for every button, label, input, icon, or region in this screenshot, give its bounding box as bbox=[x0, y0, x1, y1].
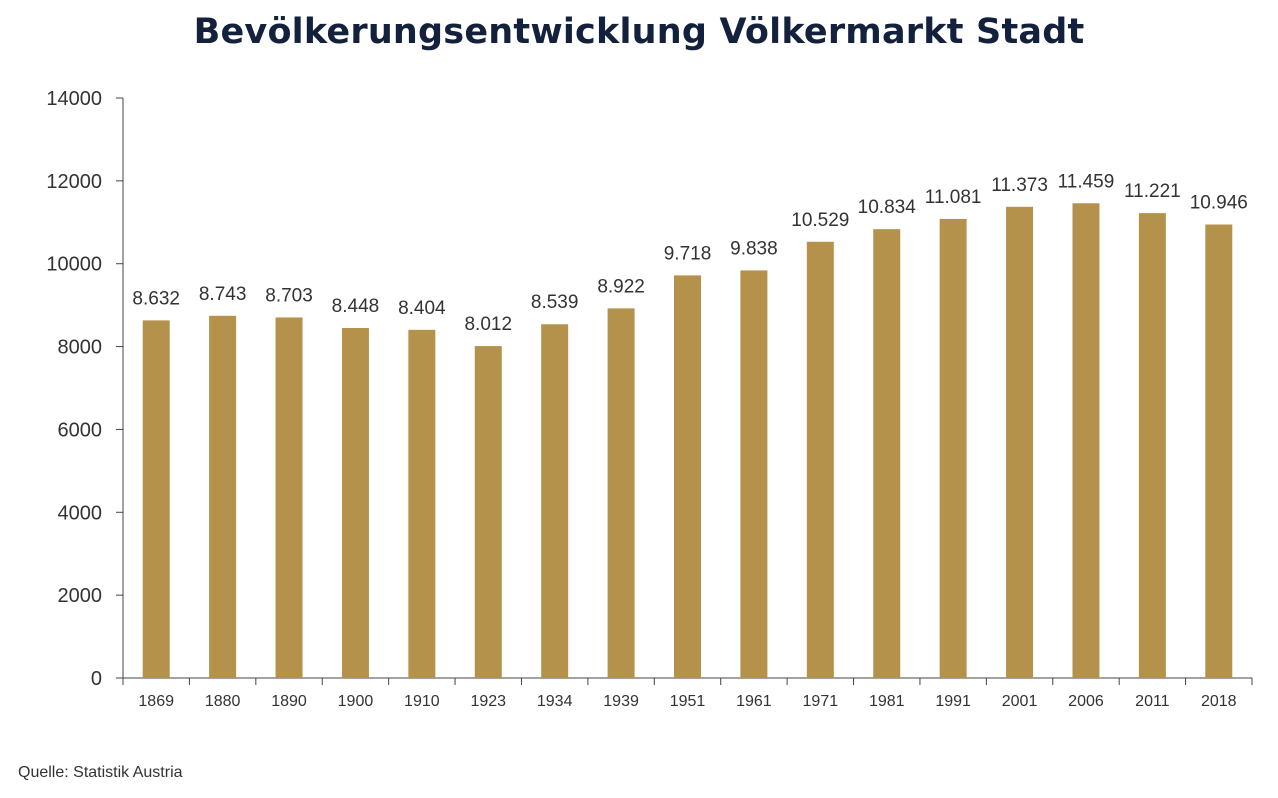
x-tick-label-1981: 1981 bbox=[869, 693, 905, 710]
y-tick-label: 8000 bbox=[58, 337, 103, 359]
x-tick-label-2011: 2011 bbox=[1135, 693, 1170, 710]
y-tick-label: 12000 bbox=[46, 171, 102, 193]
x-tick-label-2006: 2006 bbox=[1068, 693, 1104, 710]
data-label-1923: 8.012 bbox=[464, 314, 512, 335]
data-label-1939: 8.922 bbox=[597, 276, 645, 297]
x-tick-label-1934: 1934 bbox=[537, 693, 573, 710]
data-label-1991: 11.081 bbox=[925, 187, 982, 208]
x-tick-label-1910: 1910 bbox=[404, 693, 440, 710]
x-tick-label-1880: 1880 bbox=[205, 693, 241, 710]
x-tick-label-1991: 1991 bbox=[935, 693, 971, 710]
data-label-1971: 10.529 bbox=[791, 210, 849, 231]
bar-2006 bbox=[1072, 203, 1100, 678]
data-label-1869: 8.632 bbox=[132, 288, 180, 309]
y-tick-label: 0 bbox=[91, 668, 102, 690]
bar-1971 bbox=[806, 241, 834, 678]
x-tick-label-2001: 2001 bbox=[1002, 693, 1038, 710]
bar-1880 bbox=[209, 315, 237, 678]
bar-1910 bbox=[408, 329, 436, 678]
y-tick-label: 14000 bbox=[46, 88, 102, 110]
data-label-1981: 10.834 bbox=[858, 197, 917, 218]
bar-2011 bbox=[1138, 213, 1166, 678]
data-label-2006: 11.459 bbox=[1058, 171, 1115, 192]
bar-1890 bbox=[275, 317, 303, 678]
y-tick-label: 6000 bbox=[58, 419, 103, 441]
bar-1991 bbox=[939, 218, 967, 678]
data-label-2001: 11.373 bbox=[991, 175, 1048, 196]
x-tick-label-2018: 2018 bbox=[1201, 693, 1237, 710]
y-tick-label: 2000 bbox=[58, 585, 103, 607]
data-label-1880: 8.743 bbox=[199, 284, 247, 305]
y-tick-label: 4000 bbox=[58, 502, 103, 524]
data-label-1890: 8.703 bbox=[265, 285, 313, 306]
x-tick-label-1961: 1961 bbox=[736, 693, 772, 710]
bar-1869 bbox=[142, 320, 170, 678]
chart-title: Bevölkerungsentwicklung Völkermarkt Stad… bbox=[193, 12, 1085, 52]
bar-2018 bbox=[1205, 224, 1233, 678]
bar-1900 bbox=[341, 328, 369, 678]
data-label-2011: 11.221 bbox=[1124, 181, 1181, 202]
bar-1951 bbox=[674, 275, 701, 678]
x-tick-label-1939: 1939 bbox=[603, 693, 639, 710]
x-tick-label-1923: 1923 bbox=[470, 693, 506, 710]
x-tick-label-1900: 1900 bbox=[338, 693, 374, 710]
data-label-1900: 8.448 bbox=[332, 296, 380, 317]
bar-1961 bbox=[740, 270, 768, 678]
x-tick-label-1869: 1869 bbox=[138, 693, 174, 710]
data-label-1951: 9.718 bbox=[664, 243, 712, 264]
x-tick-label-1971: 1971 bbox=[803, 693, 839, 710]
x-tick-label-1890: 1890 bbox=[271, 693, 307, 710]
data-label-1934: 8.539 bbox=[531, 292, 579, 313]
y-tick-label: 10000 bbox=[46, 254, 102, 276]
data-label-2018: 10.946 bbox=[1190, 193, 1248, 214]
bar-1934 bbox=[541, 324, 569, 678]
source-note: Quelle: Statistik Austria bbox=[18, 764, 183, 781]
bar-1939 bbox=[607, 308, 635, 678]
bar-1923 bbox=[474, 346, 502, 678]
x-tick-label-1951: 1951 bbox=[670, 693, 706, 710]
data-label-1910: 8.404 bbox=[398, 298, 446, 319]
bar-1981 bbox=[873, 229, 901, 679]
bar-2001 bbox=[1006, 206, 1034, 678]
data-label-1961: 9.838 bbox=[730, 238, 778, 259]
